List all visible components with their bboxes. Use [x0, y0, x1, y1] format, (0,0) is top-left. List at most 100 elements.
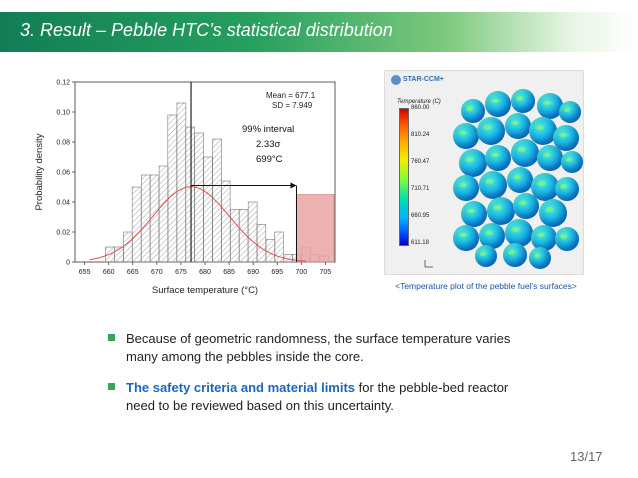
histogram-bar [167, 114, 178, 263]
colorbar-tick: 660.95 [411, 213, 430, 219]
page-number: 13/17 [570, 449, 603, 464]
pebble-sphere [461, 201, 487, 227]
x-tick-label: 660 [103, 269, 115, 276]
histogram-bar [176, 102, 187, 263]
x-tick-label: 675 [175, 269, 187, 276]
software-logo: STAR-CCM+ [403, 76, 444, 83]
slide-title: 3. Result – Pebble HTC’s statistical dis… [20, 20, 393, 40]
pebble-sphere [529, 117, 557, 145]
y-axis-ticks: 0 0.02 0.04 0.06 0.08 0.10 0.12 [56, 80, 75, 267]
pebble-sphere [561, 151, 583, 173]
histogram-chart: 0 0.02 0.04 0.06 0.08 0.10 0.12 655 660 665 670 67… [30, 70, 340, 300]
y-tick-label: 0.02 [56, 230, 70, 237]
x-tick-label: 655 [79, 269, 91, 276]
x-axis-label: Surface temperature (°C) [152, 285, 258, 296]
bullet-list: Because of geometric randomness, the sur… [108, 330, 538, 428]
x-axis-ticks: 655 660 665 670 675 680 685 690 695 700 705 [79, 262, 332, 276]
histogram-bar [194, 132, 204, 263]
histogram-bar [123, 231, 133, 263]
histogram-bar [131, 186, 142, 263]
pebble-sphere [511, 139, 539, 167]
y-tick-label: 0 [66, 260, 70, 267]
pebble-sphere [477, 117, 505, 145]
colorbar-tick: 611.18 [411, 240, 429, 246]
bullet-square-icon [108, 334, 115, 341]
pebble-sphere [507, 167, 533, 193]
pebble-sphere [555, 177, 579, 201]
y-tick-label: 0.06 [56, 170, 70, 177]
x-tick-label: 670 [151, 269, 163, 276]
pebble-sphere [531, 173, 559, 201]
bullet-text: for the pebble-bed reactor need to be re… [126, 380, 509, 413]
x-tick-label: 690 [247, 269, 259, 276]
temperature-plot-panel: STAR-CCM+ Temperature (C) 860.00 810.24 … [384, 70, 584, 275]
colorbar-title: Temperature (C) [397, 99, 441, 105]
colorbar-tick: 810.24 [411, 132, 430, 138]
colorbar-tick: 860.00 [411, 105, 430, 111]
pebble-sphere [461, 99, 485, 123]
mean-annotation: Mean = 677.1 [266, 91, 316, 100]
bullet-item: Because of geometric randomness, the sur… [108, 330, 538, 366]
colorbar-tick: 710.71 [411, 186, 430, 192]
pebble-sphere [505, 113, 531, 139]
colorbar [399, 108, 409, 246]
star-ccm-logo-icon [391, 75, 401, 85]
y-tick-label: 0.04 [56, 200, 70, 207]
histogram-bins [105, 102, 329, 263]
pebble-sphere [539, 199, 567, 227]
histogram-bar [185, 126, 195, 263]
tail-highlight-bar [296, 194, 335, 263]
x-tick-label: 695 [271, 269, 283, 276]
pebble-sphere [453, 175, 479, 201]
pebble-sphere [513, 193, 539, 219]
chart-svg: 0 0.02 0.04 0.06 0.08 0.10 0.12 655 660 665 670 67… [34, 80, 336, 296]
pebble-sphere [555, 227, 579, 251]
histogram-bar [141, 174, 151, 263]
interval-arrow-head [290, 182, 297, 189]
highlight-region [296, 194, 335, 263]
x-tick-label: 685 [223, 269, 235, 276]
interval-annotation-line2: 2.33σ [256, 139, 280, 150]
pebble-sphere [503, 243, 527, 267]
pebble-sphere [479, 223, 505, 249]
pebble-sphere [505, 219, 533, 247]
bullet-text: Because of geometric randomness, the sur… [126, 331, 511, 364]
bullet-highlight-text: The safety criteria and material limits [126, 380, 356, 395]
temperature-plot-caption: <Temperature plot of the pebble fuel’s s… [395, 281, 577, 291]
interval-annotation-line1: 99% interval [242, 124, 294, 135]
x-tick-label: 665 [127, 269, 139, 276]
pebble-sphere [485, 145, 511, 171]
annotation-lines [190, 82, 297, 262]
pebble-sphere [485, 91, 511, 117]
interval-annotation-line3: 699°C [256, 154, 283, 165]
histogram-bar [212, 138, 222, 263]
x-tick-label: 700 [295, 269, 307, 276]
histogram-bar [230, 209, 240, 263]
pebble-sphere [475, 245, 497, 267]
histogram-bar [220, 180, 231, 263]
title-bar [0, 12, 638, 52]
histogram-bar [158, 165, 169, 263]
histogram-bar [256, 224, 267, 263]
y-axis-label: Probability density [34, 133, 45, 210]
pebble-sphere [511, 89, 535, 113]
x-tick-label: 705 [320, 269, 332, 276]
pebble-sphere [459, 149, 487, 177]
y-tick-label: 0.12 [56, 80, 70, 87]
pebble-sphere [537, 93, 563, 119]
pebble-bed-render [451, 87, 583, 269]
pebble-sphere [479, 171, 507, 199]
sd-annotation: SD = 7.949 [272, 101, 313, 110]
y-tick-label: 0.10 [56, 110, 70, 117]
axis-triad-icon [424, 260, 433, 268]
pebble-sphere [537, 145, 563, 171]
normal-fit-curve [89, 186, 307, 262]
pebble-sphere [559, 101, 581, 123]
colorbar-tick: 760.47 [411, 159, 430, 165]
histogram-bar [203, 156, 213, 263]
bullet-item: The safety criteria and material limits … [108, 379, 538, 415]
y-tick-label: 0.08 [56, 140, 70, 147]
histogram-bar [247, 201, 258, 263]
histogram-bar [265, 239, 276, 263]
pebble-sphere [529, 247, 551, 269]
